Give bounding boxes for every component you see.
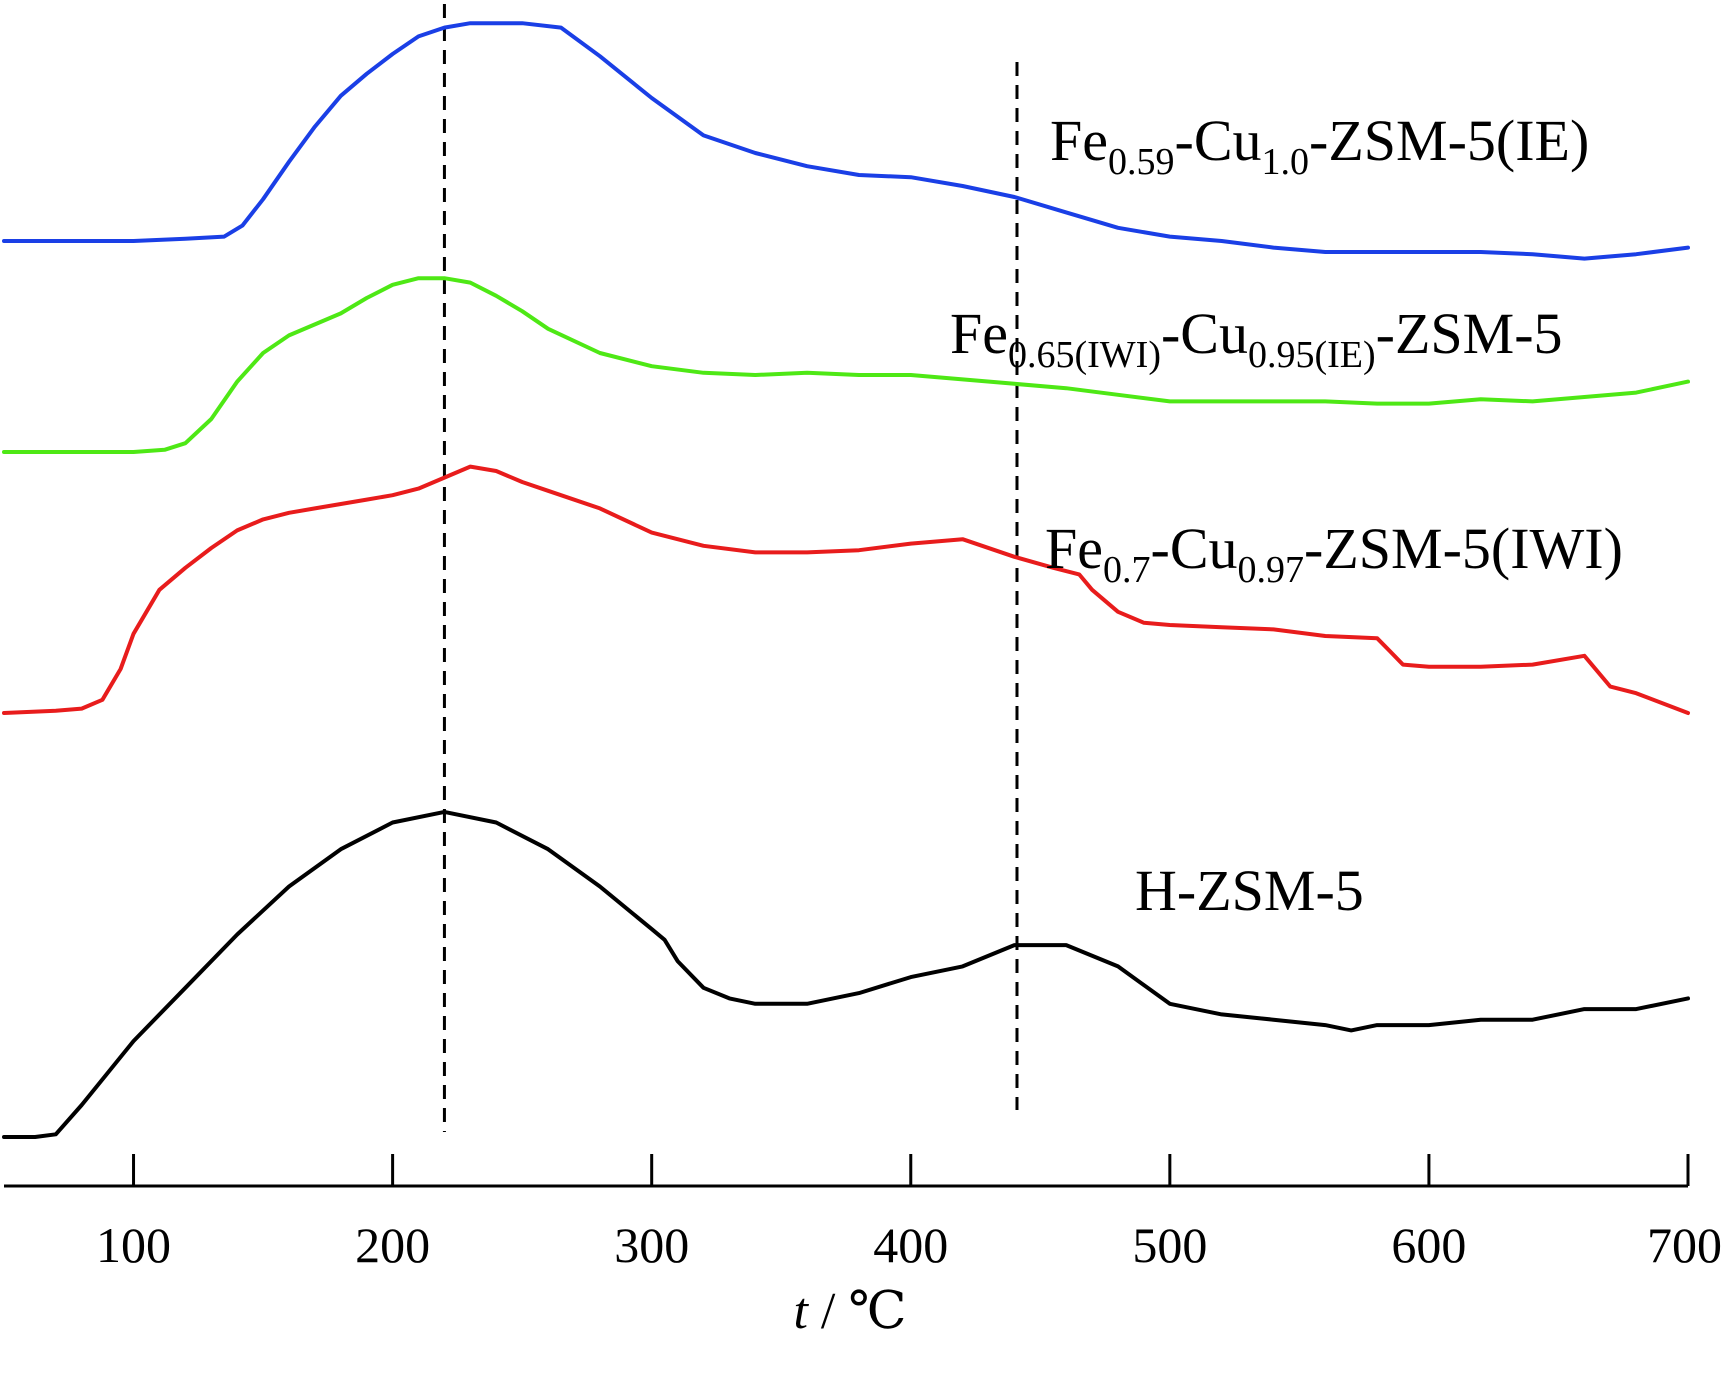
series-lines (2, 21, 1690, 1139)
x-tick-label-200: 200 (355, 1217, 430, 1273)
x-tick-label-400: 400 (873, 1217, 948, 1273)
series-label-2: Fe0.65(IWI)-Cu0.95(IE)-ZSM-5 (950, 301, 1563, 376)
series-label-1: Fe0.59-Cu1.0-ZSM-5(IE) (1050, 108, 1589, 183)
x-tick-label-500: 500 (1132, 1217, 1207, 1273)
x-axis-variable: t (793, 1283, 809, 1340)
x-tick-label-100: 100 (96, 1217, 171, 1273)
series-labels: Fe0.59-Cu1.0-ZSM-5(IE) Fe0.65(IWI)-Cu0.95… (950, 108, 1623, 923)
x-tick-label-300: 300 (614, 1217, 689, 1273)
x-tick-label-600: 600 (1391, 1217, 1466, 1273)
series-label-3: Fe0.7-Cu0.97-ZSM-5(IWI) (1045, 516, 1623, 591)
x-axis-label: t / ℃ (793, 1283, 906, 1340)
x-axis-separator: / (808, 1283, 848, 1340)
series-label-4: H-ZSM-5 (1135, 858, 1364, 923)
series-line-4 (2, 809, 1690, 1139)
series-line-2 (2, 276, 1690, 454)
x-axis-ticks: 100 200 300 400 500 600 700 (96, 1154, 1722, 1273)
series-line-3 (2, 464, 1690, 715)
series-line-1 (2, 21, 1690, 261)
reference-lines (442, 4, 1019, 1132)
x-axis-unit: ℃ (848, 1283, 906, 1340)
x-tick-label-700: 700 (1647, 1217, 1722, 1273)
